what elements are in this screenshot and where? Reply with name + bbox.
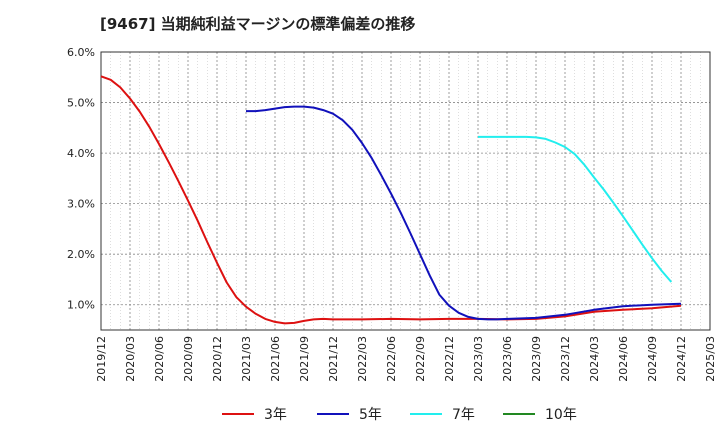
- x-tick-label: 2021/09: [298, 336, 311, 382]
- x-tick-label: 2020/09: [182, 336, 195, 382]
- x-tick-label: 2025/03: [704, 336, 717, 382]
- legend-label: 3年: [264, 407, 287, 423]
- x-tick-label: 2021/03: [240, 336, 253, 382]
- x-tick-label: 2019/12: [95, 336, 108, 382]
- x-tick-label: 2024/12: [675, 336, 688, 382]
- y-tick-label: 6.0%: [67, 46, 95, 59]
- x-tick-label: 2022/12: [443, 336, 456, 382]
- x-tick-label: 2022/09: [414, 336, 427, 382]
- x-tick-label: 2024/03: [588, 336, 601, 382]
- series-line-1: [246, 105, 682, 321]
- y-tick-label: 5.0%: [67, 97, 95, 110]
- x-tick-label: 2023/12: [559, 336, 572, 382]
- x-tick-label: 2021/12: [327, 336, 340, 382]
- axes: 2019/12 2020/03 2020/06 2020/09 2020/12 2021/…: [67, 46, 717, 382]
- series-lines: [100, 75, 682, 325]
- legend-label: 7年: [452, 407, 475, 423]
- x-tick-label: 2020/06: [153, 336, 166, 382]
- x-tick-label: 2021/06: [269, 336, 282, 382]
- x-tick-label: 2023/03: [472, 336, 485, 382]
- legend: 3年 5年 7年 10年: [222, 407, 577, 423]
- x-tick-label: 2020/03: [124, 336, 137, 382]
- x-tick-label: 2022/03: [356, 336, 369, 382]
- x-tick-label: 2022/06: [385, 336, 398, 382]
- x-tick-label: 2024/09: [646, 336, 659, 382]
- y-tick-label: 1.0%: [67, 299, 95, 312]
- plot-frame: [100, 51, 711, 331]
- chart-title: [9467] 当期純利益マージンの標準偏差の推移: [100, 15, 416, 33]
- x-tick-label: 2023/06: [501, 336, 514, 382]
- legend-label: 5年: [359, 407, 382, 423]
- x-tick-label: 2023/09: [530, 336, 543, 382]
- x-tick-label: 2024/06: [617, 336, 630, 382]
- y-tick-label: 3.0%: [67, 198, 95, 211]
- x-tick-label: 2020/12: [211, 336, 224, 382]
- y-tick-label: 4.0%: [67, 147, 95, 160]
- legend-label: 10年: [545, 407, 577, 423]
- y-tick-label: 2.0%: [67, 248, 95, 261]
- series-line-2: [478, 135, 673, 283]
- grid: [101, 52, 710, 330]
